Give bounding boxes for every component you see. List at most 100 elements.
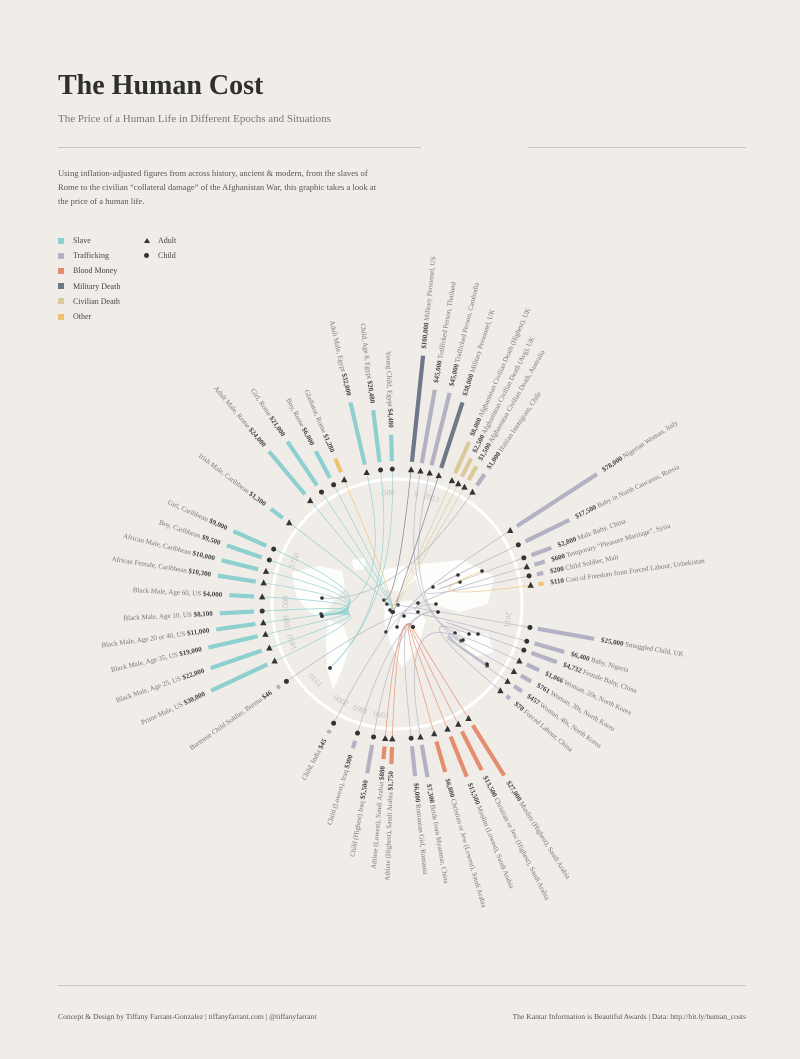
adult-marker	[262, 567, 270, 574]
continent-shape-4	[412, 560, 494, 612]
bar-label: $6,800 Christian or Jew (Lowest), Saudi …	[444, 778, 489, 910]
child-marker	[283, 678, 289, 684]
value-label: $45,000	[447, 363, 460, 387]
entry-label: Irish Male, Caribbean	[197, 452, 252, 496]
connector-line	[385, 475, 440, 633]
footer-divider	[58, 985, 746, 986]
value-label: $9,500	[201, 533, 222, 547]
epoch-label: 1990	[373, 709, 390, 720]
entry-label: Child, Age 8, Egypt	[359, 323, 374, 381]
bar-label: Young Child, Egypt $4,480	[385, 351, 396, 429]
value-bar	[388, 434, 395, 462]
child-marker	[408, 735, 414, 741]
adult-marker	[455, 720, 462, 727]
entry-label: Girl, Rome	[249, 387, 274, 419]
connector-line	[397, 486, 465, 606]
value-bar	[333, 457, 344, 474]
origin-point	[480, 569, 484, 573]
value-bar	[453, 441, 472, 475]
value-label: $13,500	[466, 782, 482, 807]
value-bar	[269, 507, 285, 520]
legend-item-adult: Adult	[144, 233, 176, 248]
value-bar	[285, 440, 319, 487]
page-subtitle: The Price of a Human Life in Different E…	[58, 113, 331, 125]
origin-point	[382, 598, 386, 602]
value-bar	[365, 744, 375, 774]
data-entry: Child, Age 8, Egypt $20,480	[328, 323, 385, 670]
adult-marker	[407, 466, 415, 473]
connector-line	[343, 479, 394, 613]
origin-point	[416, 610, 420, 614]
page-title: The Human Cost	[58, 70, 264, 101]
child-marker	[378, 467, 384, 473]
value-bar	[267, 450, 307, 496]
entry-label: Boy, Rome	[285, 397, 308, 430]
epoch-label: 0	[414, 489, 420, 499]
adult-marker	[523, 563, 530, 570]
value-label: $1,750	[386, 771, 395, 791]
origin-point	[485, 662, 489, 666]
value-bar	[219, 609, 255, 616]
entry-label: Black Male, Age 10, US	[123, 610, 194, 622]
connector-line	[357, 611, 439, 734]
value-bar	[313, 450, 332, 479]
child-marker	[355, 730, 361, 736]
adult-marker	[266, 644, 273, 651]
bar-label: Child (Highest) Iraq $5,500	[348, 779, 369, 857]
adult-marker	[510, 668, 518, 674]
origin-point	[320, 614, 324, 618]
footer-source: The Kantar Information is Beautiful Awar…	[512, 1012, 746, 1021]
entry-label: Athlete (Highest), Saudi Arabia	[383, 790, 394, 881]
epoch-label: 1000	[281, 615, 293, 632]
adult-marker	[307, 497, 314, 504]
bar-label: Prime Male, US $30,000	[140, 689, 207, 726]
connector-line	[448, 570, 531, 593]
child-marker	[319, 489, 325, 495]
value-bar	[409, 745, 418, 777]
adult-marker	[417, 733, 424, 740]
connector-line	[286, 603, 437, 682]
adult-marker	[285, 519, 293, 526]
origin-point	[328, 666, 332, 670]
connector-line	[446, 637, 508, 682]
bar-label: $25,000 Smuggled Child, UK	[600, 636, 684, 658]
bar-label: Athlete (Highest), Saudi Arabia $1,750	[383, 771, 395, 881]
value-bar	[381, 746, 387, 760]
adult-marker	[271, 657, 278, 664]
bar-label: $6,000 Romanian Girl, Romania	[412, 783, 430, 876]
bar-label: Adult Male, Egypt $32,000	[328, 320, 353, 397]
value-bar	[429, 392, 452, 466]
epoch-label: 1500	[281, 596, 290, 612]
value-label: $38,000	[461, 372, 476, 397]
value-label: $30,000	[182, 689, 206, 706]
triangle-icon	[144, 238, 150, 244]
value-bar	[326, 729, 332, 735]
connector-line	[448, 633, 520, 667]
child-marker	[271, 546, 277, 552]
value-bar	[226, 543, 263, 560]
value-bar	[348, 401, 367, 466]
adult-marker	[444, 725, 451, 732]
value-bar	[460, 457, 474, 478]
child-marker	[524, 638, 530, 644]
value-label: $1,300	[248, 490, 269, 508]
adult-marker	[389, 735, 396, 742]
data-entry: $6,000 Romanian Girl, Romania	[404, 623, 430, 876]
entry-label: Trafficked Person, Thailand	[436, 281, 458, 362]
value-bar	[524, 518, 571, 544]
origin-point	[461, 638, 465, 642]
legend-item-other: Other	[58, 309, 120, 324]
value-label: $19,000	[178, 645, 202, 658]
value-bar	[533, 559, 546, 567]
origin-point	[395, 625, 399, 629]
marker-legend: Adult Child	[144, 233, 176, 263]
value-bar	[530, 650, 558, 665]
adult-marker	[262, 630, 269, 637]
value-bar	[350, 740, 358, 749]
connector-line	[413, 631, 464, 738]
value-label: $10,300	[188, 567, 212, 579]
civilian-death-swatch	[58, 298, 64, 305]
value-label: $880	[377, 765, 386, 780]
entry-label: Smuggled Child, UK	[623, 640, 685, 658]
value-bar	[371, 409, 382, 463]
